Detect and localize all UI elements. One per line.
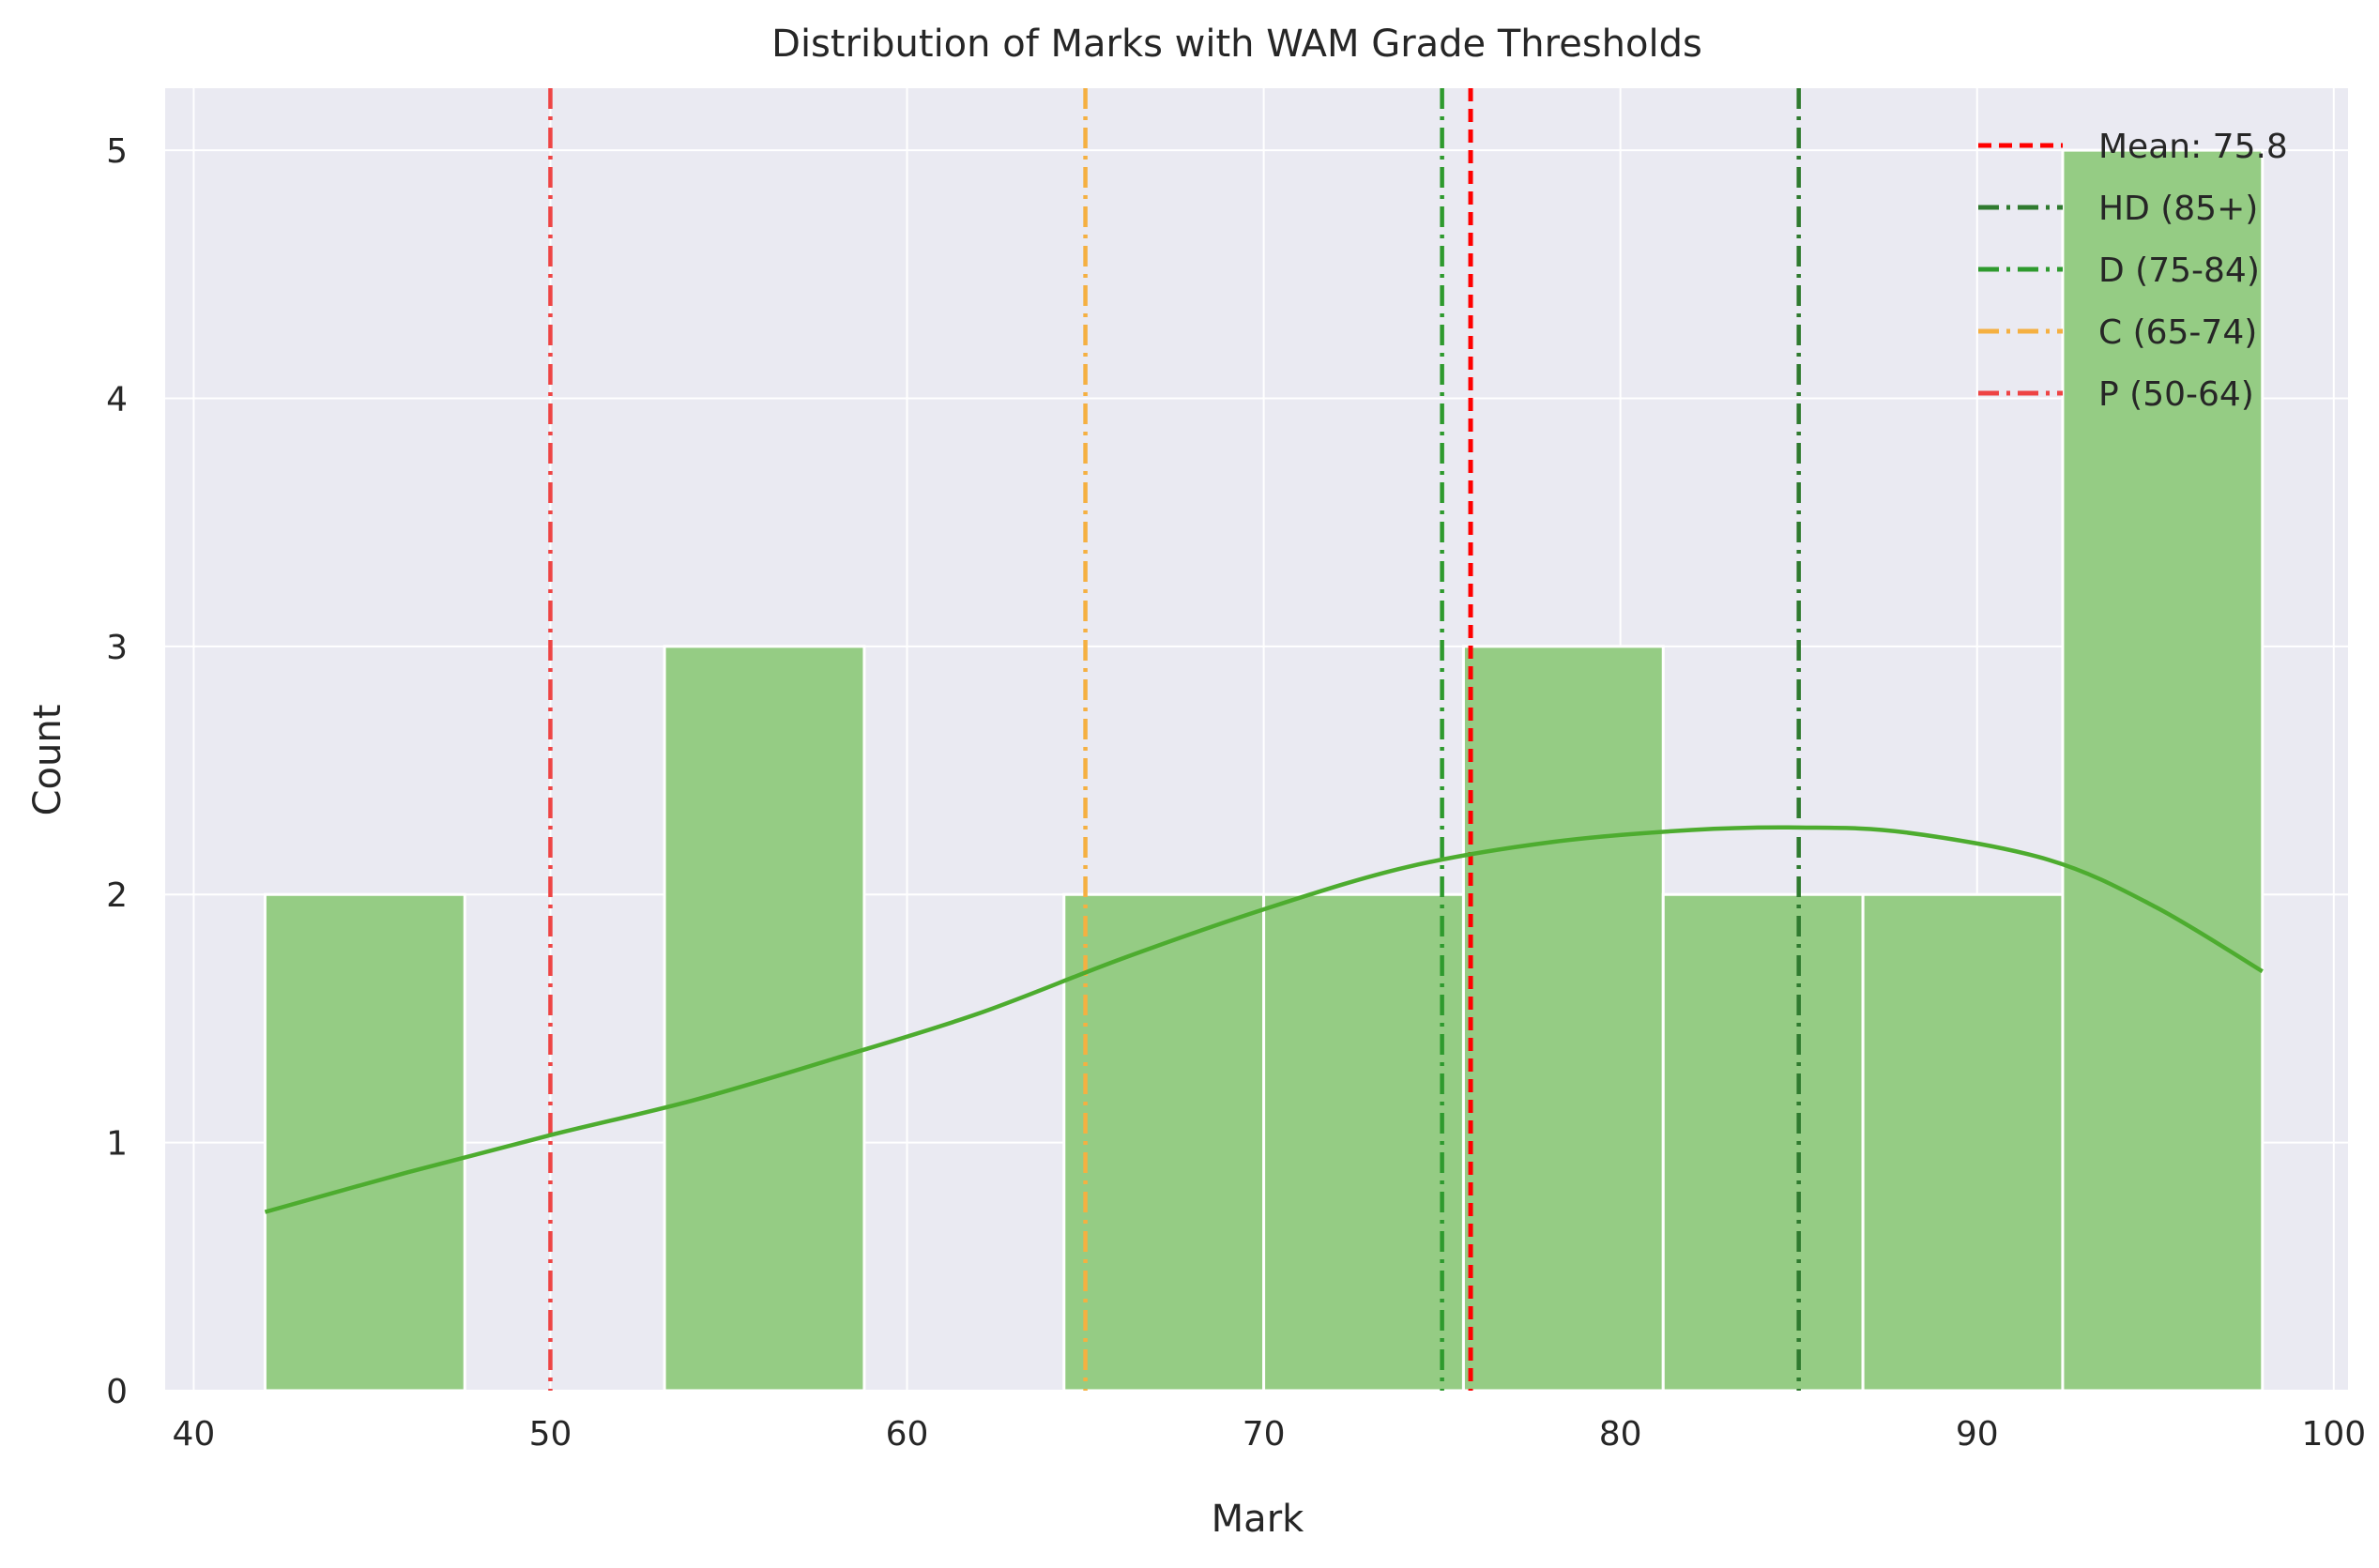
y-axis-label: Count <box>26 705 69 816</box>
histogram-bar <box>1062 892 1266 1393</box>
histogram-bar <box>663 645 866 1393</box>
x-tick-label: 80 <box>1599 1415 1642 1454</box>
x-tick-label: 40 <box>172 1415 215 1454</box>
legend-label: HD (85+) <box>2098 190 2258 228</box>
legend: Mean: 75.8 HD (85+) D (75-84) C (65-74) P (5… <box>1978 128 2288 414</box>
x-tick-label: 50 <box>529 1415 572 1454</box>
y-tick-label: 0 <box>106 1373 128 1411</box>
legend-label: C (65-74) <box>2098 313 2257 352</box>
histogram-bar <box>2061 148 2265 1393</box>
legend-label: Mean: 75.8 <box>2098 128 2288 166</box>
x-axis-label: Mark <box>1212 1498 1304 1541</box>
x-tick-label: 100 <box>2301 1415 2366 1454</box>
histogram-bar <box>1661 892 1865 1393</box>
x-tick-label: 70 <box>1243 1415 1286 1454</box>
histogram-bar <box>1861 892 2065 1393</box>
x-tick-label: 60 <box>886 1415 929 1454</box>
legend-label: P (50-64) <box>2098 375 2254 414</box>
chart-title: Distribution of Marks with WAM Grade Thr… <box>771 23 1702 66</box>
y-tick-label: 1 <box>106 1125 128 1164</box>
legend-label: D (75-84) <box>2098 251 2260 290</box>
x-tick-label: 90 <box>1956 1415 1999 1454</box>
kde-curve <box>264 825 2264 1214</box>
histogram-bar <box>1461 645 1665 1393</box>
histogram-bar <box>1262 892 1465 1393</box>
y-tick-label: 4 <box>106 380 128 419</box>
y-tick-label: 5 <box>106 132 128 171</box>
y-tick-label: 2 <box>106 876 128 915</box>
y-tick-label: 3 <box>106 629 128 667</box>
histogram-bar <box>263 892 466 1393</box>
